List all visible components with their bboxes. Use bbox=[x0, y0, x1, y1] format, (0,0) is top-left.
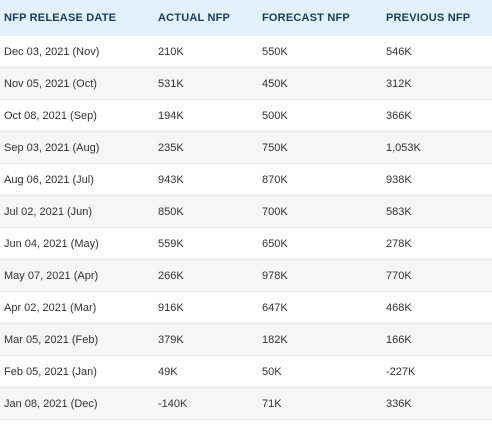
header-actual-nfp: ACTUAL NFP bbox=[158, 12, 231, 24]
cell-previous-nfp: 366K bbox=[382, 99, 492, 132]
cell-previous-nfp: 278K bbox=[382, 227, 492, 260]
cell-forecast-nfp: 978K bbox=[258, 259, 382, 292]
cell-actual-nfp: 379K bbox=[154, 323, 258, 356]
cell-release-date: May 07, 2021 (Apr) bbox=[0, 259, 154, 292]
cell-release-date: Jan 08, 2021 (Dec) bbox=[0, 387, 154, 420]
cell-actual-nfp: 916K bbox=[154, 291, 258, 324]
cell-actual-nfp: 235K bbox=[154, 131, 258, 164]
table-row: Jun 04, 2021 (May) 559K 650K 278K bbox=[0, 227, 492, 260]
table-row: May 07, 2021 (Apr) 266K 978K 770K bbox=[0, 259, 492, 292]
cell-forecast-nfp: 870K bbox=[258, 163, 382, 196]
table-row: Dec 03, 2021 (Nov) 210K 550K 546K bbox=[0, 36, 492, 68]
cell-forecast-nfp: 71K bbox=[258, 387, 382, 420]
cell-release-date: Jul 02, 2021 (Jun) bbox=[0, 195, 154, 228]
cell-actual-nfp: 266K bbox=[154, 259, 258, 292]
header-row: NFP RELEASE DATE ACTUAL NFP FORECAST NFP… bbox=[0, 0, 492, 36]
cell-previous-nfp: 1,053K bbox=[382, 131, 492, 164]
cell-previous-nfp: 468K bbox=[382, 291, 492, 324]
header-release-date: NFP RELEASE DATE bbox=[4, 12, 117, 24]
table-row: Nov 05, 2021 (Oct) 531K 450K 312K bbox=[0, 67, 492, 100]
cell-actual-nfp: 943K bbox=[154, 163, 258, 196]
cell-previous-nfp: 336K bbox=[382, 387, 492, 420]
cell-release-date: Oct 08, 2021 (Sep) bbox=[0, 99, 154, 132]
cell-previous-nfp: 583K bbox=[382, 195, 492, 228]
cell-forecast-nfp: 500K bbox=[258, 99, 382, 132]
cell-release-date: Aug 06, 2021 (Jul) bbox=[0, 163, 154, 196]
cell-previous-nfp: 166K bbox=[382, 323, 492, 356]
cell-release-date: Sep 03, 2021 (Aug) bbox=[0, 131, 154, 164]
cell-previous-nfp: 546K bbox=[382, 36, 492, 68]
cell-release-date: Nov 05, 2021 (Oct) bbox=[0, 67, 154, 100]
cell-forecast-nfp: 182K bbox=[258, 323, 382, 356]
cell-previous-nfp: -227K bbox=[382, 355, 492, 388]
cell-forecast-nfp: 647K bbox=[258, 291, 382, 324]
table-row: Apr 02, 2021 (Mar) 916K 647K 468K bbox=[0, 291, 492, 324]
cell-release-date: Feb 05, 2021 (Jan) bbox=[0, 355, 154, 388]
cell-actual-nfp: 194K bbox=[154, 99, 258, 132]
cell-previous-nfp: 770K bbox=[382, 259, 492, 292]
table-row: Oct 08, 2021 (Sep) 194K 500K 366K bbox=[0, 99, 492, 132]
cell-release-date: Mar 05, 2021 (Feb) bbox=[0, 323, 154, 356]
cell-actual-nfp: 850K bbox=[154, 195, 258, 228]
table-row: Jan 08, 2021 (Dec) -140K 71K 336K bbox=[0, 387, 492, 420]
table-row: Sep 03, 2021 (Aug) 235K 750K 1,053K bbox=[0, 131, 492, 164]
cell-forecast-nfp: 550K bbox=[258, 36, 382, 68]
cell-actual-nfp: 210K bbox=[154, 36, 258, 68]
cell-previous-nfp: 938K bbox=[382, 163, 492, 196]
cell-release-date: Dec 03, 2021 (Nov) bbox=[0, 36, 154, 68]
table-row: Aug 06, 2021 (Jul) 943K 870K 938K bbox=[0, 163, 492, 196]
cell-forecast-nfp: 50K bbox=[258, 355, 382, 388]
table-row: Jul 02, 2021 (Jun) 850K 700K 583K bbox=[0, 195, 492, 228]
table-row: Mar 05, 2021 (Feb) 379K 182K 166K bbox=[0, 323, 492, 356]
cell-forecast-nfp: 650K bbox=[258, 227, 382, 260]
header-previous-nfp: PREVIOUS NFP bbox=[386, 12, 471, 24]
cell-forecast-nfp: 700K bbox=[258, 195, 382, 228]
cell-actual-nfp: 49K bbox=[154, 355, 258, 388]
cell-release-date: Jun 04, 2021 (May) bbox=[0, 227, 154, 260]
cell-forecast-nfp: 450K bbox=[258, 67, 382, 100]
table-header: NFP RELEASE DATE ACTUAL NFP FORECAST NFP… bbox=[0, 0, 492, 36]
table-body: Dec 03, 2021 (Nov) 210K 550K 546K Nov 05… bbox=[0, 36, 492, 420]
cell-actual-nfp: -140K bbox=[154, 387, 258, 420]
table-row: Feb 05, 2021 (Jan) 49K 50K -227K bbox=[0, 355, 492, 388]
cell-release-date: Apr 02, 2021 (Mar) bbox=[0, 291, 154, 324]
cell-actual-nfp: 559K bbox=[154, 227, 258, 260]
cell-actual-nfp: 531K bbox=[154, 67, 258, 100]
header-forecast-nfp: FORECAST NFP bbox=[262, 12, 350, 24]
cell-previous-nfp: 312K bbox=[382, 67, 492, 100]
cell-forecast-nfp: 750K bbox=[258, 131, 382, 164]
